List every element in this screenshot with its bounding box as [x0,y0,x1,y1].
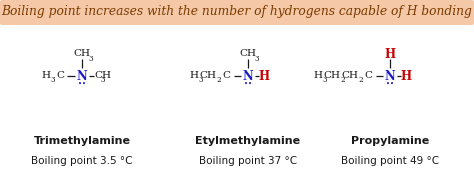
Text: H: H [401,70,411,83]
Text: 3: 3 [255,55,259,63]
Text: H: H [258,70,270,83]
Text: 3: 3 [101,76,105,84]
Text: N: N [243,70,254,83]
Text: 3: 3 [323,76,327,84]
Text: N: N [384,70,395,83]
Text: CH: CH [200,71,217,80]
Text: H: H [313,71,322,80]
Text: C: C [56,71,64,80]
Text: 3: 3 [51,76,55,84]
Text: Trimethylamine: Trimethylamine [34,136,130,146]
Text: ••: •• [78,80,86,88]
Text: ••: •• [386,80,394,88]
Text: C: C [364,71,372,80]
Text: Boiling point 3.5 °C: Boiling point 3.5 °C [31,156,133,166]
Text: ••: •• [244,80,252,88]
Text: CH: CH [73,49,91,58]
FancyBboxPatch shape [0,0,474,25]
Text: CH: CH [323,71,340,80]
Text: Boiling point increases with the number of hydrogens capable of H bonding: Boiling point increases with the number … [1,6,473,19]
Text: Boiling point 37 °C: Boiling point 37 °C [199,156,297,166]
Text: 2: 2 [359,76,363,84]
Text: 3: 3 [89,55,93,63]
Text: 2: 2 [217,76,221,84]
Text: H: H [190,71,199,80]
Text: Boiling point 49 °C: Boiling point 49 °C [341,156,439,166]
Text: C: C [222,71,230,80]
Text: Propylamine: Propylamine [351,136,429,146]
Text: Etylmethylamine: Etylmethylamine [195,136,301,146]
Text: N: N [77,70,87,83]
Text: CH: CH [341,71,358,80]
Text: 2: 2 [341,76,346,84]
Text: H: H [384,48,396,61]
Text: 3: 3 [199,76,203,84]
Text: CH: CH [239,49,256,58]
Text: CH: CH [94,71,111,80]
Text: H: H [42,71,51,80]
